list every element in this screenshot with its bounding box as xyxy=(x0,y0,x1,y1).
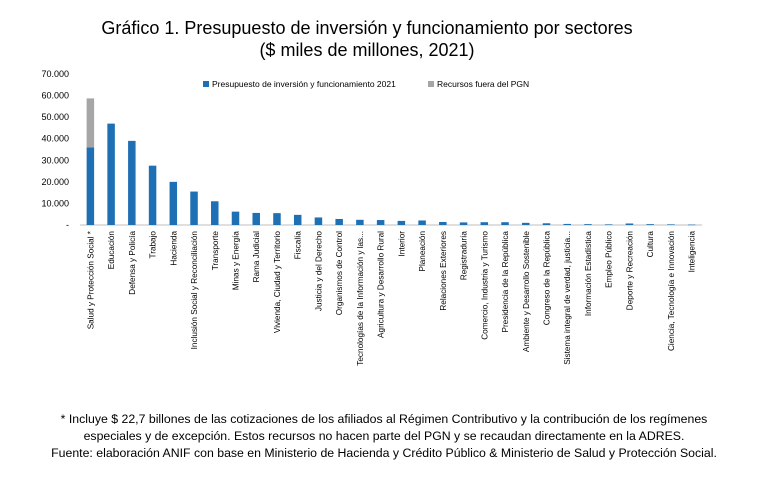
footnotes: * Incluye $ 22,7 billones de las cotizac… xyxy=(0,411,768,462)
x-category-label: Trabajo xyxy=(149,231,158,259)
bar-budget xyxy=(252,212,260,225)
bar-budget xyxy=(687,224,696,226)
bars xyxy=(86,98,696,226)
x-category-label: Inteligencia xyxy=(688,231,697,273)
x-category-label: Interior xyxy=(397,231,406,257)
x-category-label: Relaciones Exteriores xyxy=(439,231,448,311)
x-category-label: Educación xyxy=(107,231,116,270)
x-category-label: Vivienda, Ciudad y Territorio xyxy=(273,231,282,334)
bar-budget xyxy=(273,213,281,225)
x-category-label: Cultura xyxy=(646,231,655,258)
x-category-label: Congreso de la República xyxy=(543,231,552,326)
bar-budget xyxy=(480,222,489,225)
y-tick-label: 30.000 xyxy=(41,155,69,165)
bar-budget xyxy=(646,224,654,225)
bar-budget xyxy=(459,222,468,225)
x-category-label: Transporte xyxy=(211,231,220,271)
y-tick-label: 70.000 xyxy=(41,69,69,79)
y-tick-label: 50.000 xyxy=(41,112,69,122)
x-category-label: Agricultura y Desarrollo Rural xyxy=(377,231,386,338)
x-category-label: Deporte y Recreación xyxy=(625,231,634,311)
bar-budget xyxy=(667,224,675,225)
x-category-label: Inclusión Social y Reconciliación xyxy=(190,231,199,350)
footnote-source: Fuente: elaboración ANIF con base en Min… xyxy=(51,446,717,460)
x-category-label: Justicia y del Derecho xyxy=(314,231,323,312)
legend-label-budget: Presupuesto de inversión y funcionamient… xyxy=(212,79,396,89)
bar-budget xyxy=(522,222,530,225)
x-category-label: Ciencia, Tecnología e Innovación xyxy=(667,231,676,351)
bar-budget xyxy=(107,123,115,225)
bar-outside-pgn xyxy=(86,98,95,148)
footnote-asterisk-line-2: especiales y de excepción. Estos recurso… xyxy=(83,429,685,443)
bar-budget xyxy=(169,181,178,225)
bar-budget xyxy=(542,223,551,225)
y-axis: - 10.000 20.000 30.000 40.000 50.000 60.000 70.… xyxy=(41,69,69,230)
bar-budget xyxy=(128,140,136,225)
bar-budget xyxy=(314,217,323,225)
bar-budget xyxy=(356,219,364,225)
chart-title-line-1: Gráfico 1. Presupuesto de inversión y fu… xyxy=(101,18,632,38)
x-category-label: Minas y Energía xyxy=(232,231,241,291)
x-axis-labels: Salud y Protección Social * Educación Defe… xyxy=(86,230,696,366)
x-category-label: Ambiente y Desarrollo Sostenible xyxy=(522,231,531,353)
x-category-label: Registraduría xyxy=(460,231,469,281)
x-category-label: Salud y Protección Social * xyxy=(86,230,95,329)
x-category-label: Empleo Público xyxy=(605,231,614,288)
legend: Presupuesto de inversión y funcionamient… xyxy=(203,79,529,89)
bar-budget xyxy=(231,211,240,225)
bar-budget xyxy=(335,218,343,225)
x-category-label: Defensa y Policía xyxy=(128,231,137,295)
x-category-label: Presidencia de la República xyxy=(501,231,510,333)
y-tick-label: 40.000 xyxy=(41,134,69,144)
bar-budget xyxy=(501,222,509,225)
bar-budget xyxy=(439,221,447,225)
x-category-label: Planeación xyxy=(418,231,427,272)
bar-budget xyxy=(148,165,157,225)
bar-budget xyxy=(397,220,406,225)
y-tick-label: 60.000 xyxy=(41,91,69,101)
chart: Gráfico 1. Presupuesto de inversión y fu… xyxy=(41,18,702,366)
y-tick-label: 10.000 xyxy=(41,198,69,208)
footnote-asterisk-line-1: * Incluye $ 22,7 billones de las cotizac… xyxy=(60,412,708,426)
x-category-label: Tecnologías de la Información y las... xyxy=(356,231,365,366)
x-category-label: Rama Judicial xyxy=(252,231,261,283)
bar-budget xyxy=(86,147,95,225)
y-tick-label: - xyxy=(66,220,69,230)
bar-budget xyxy=(418,220,426,225)
legend-swatch-outside-pgn xyxy=(428,81,434,87)
bar-budget xyxy=(211,201,219,225)
x-category-label: Información Estadística xyxy=(584,231,593,317)
y-tick-label: 20.000 xyxy=(41,177,69,187)
bar-budget xyxy=(190,191,198,225)
bar-budget xyxy=(293,214,302,225)
x-category-label: Sistema integral de verdad, justicia... xyxy=(563,231,572,365)
bar-budget xyxy=(604,224,613,225)
bar-budget xyxy=(376,220,385,225)
bar-budget xyxy=(584,224,592,225)
x-category-label: Organismos de Control xyxy=(335,231,344,315)
x-category-label: Fiscalía xyxy=(294,231,303,260)
chart-title-line-2: ($ miles de millones, 2021) xyxy=(259,40,474,60)
bar-budget xyxy=(625,223,634,225)
legend-swatch-budget xyxy=(203,81,209,87)
x-category-label: Hacienda xyxy=(169,231,178,266)
x-category-label: Comercio, Industria y Turismo xyxy=(480,231,489,340)
bar-budget xyxy=(563,223,571,225)
legend-label-outside-pgn: Recursos fuera del PGN xyxy=(437,79,529,89)
